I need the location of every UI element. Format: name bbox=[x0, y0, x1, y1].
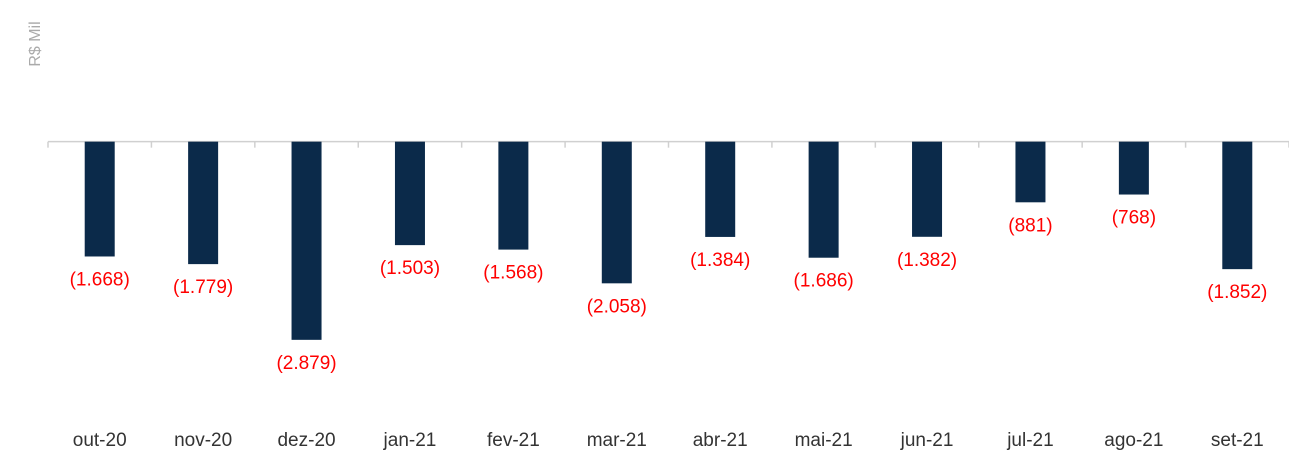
bar bbox=[498, 141, 529, 250]
value-label: (1.382) bbox=[897, 250, 957, 271]
value-label: (1.384) bbox=[690, 250, 750, 271]
x-tick-label: dez-20 bbox=[277, 430, 335, 451]
value-label: (1.686) bbox=[794, 271, 854, 292]
x-tick-label: out-20 bbox=[73, 430, 127, 451]
bar bbox=[1118, 141, 1149, 195]
value-label: (1.852) bbox=[1207, 282, 1267, 303]
x-tick-label: set-21 bbox=[1211, 430, 1264, 451]
bar bbox=[1015, 141, 1046, 203]
bar bbox=[1222, 141, 1253, 270]
value-label: (1.503) bbox=[380, 258, 440, 279]
x-tick-label: ago-21 bbox=[1104, 430, 1163, 451]
x-tick-label: jul-21 bbox=[1006, 430, 1053, 451]
value-label: (1.779) bbox=[173, 277, 233, 298]
bar bbox=[84, 141, 115, 257]
x-tick-label: nov-20 bbox=[174, 430, 232, 451]
bar bbox=[912, 141, 943, 237]
value-label: (768) bbox=[1112, 208, 1156, 229]
x-tick-label: jan-21 bbox=[383, 430, 437, 451]
bar bbox=[291, 141, 322, 340]
bar bbox=[808, 141, 839, 258]
value-label: (2.879) bbox=[276, 353, 336, 374]
bar bbox=[188, 141, 219, 265]
value-label: (881) bbox=[1008, 215, 1052, 236]
bar bbox=[705, 141, 736, 237]
bar bbox=[394, 141, 425, 246]
value-label: (1.568) bbox=[483, 263, 543, 284]
x-tick-label: abr-21 bbox=[693, 430, 748, 451]
y-axis-label: R$ Mil bbox=[27, 21, 44, 66]
x-tick-label: jun-21 bbox=[900, 430, 954, 451]
x-tick-label: mai-21 bbox=[795, 430, 853, 451]
value-label: (2.058) bbox=[587, 296, 647, 317]
value-label: (1.668) bbox=[70, 269, 130, 290]
x-tick-label: mar-21 bbox=[587, 430, 647, 451]
bar bbox=[601, 141, 632, 284]
x-tick-label: fev-21 bbox=[487, 430, 540, 451]
